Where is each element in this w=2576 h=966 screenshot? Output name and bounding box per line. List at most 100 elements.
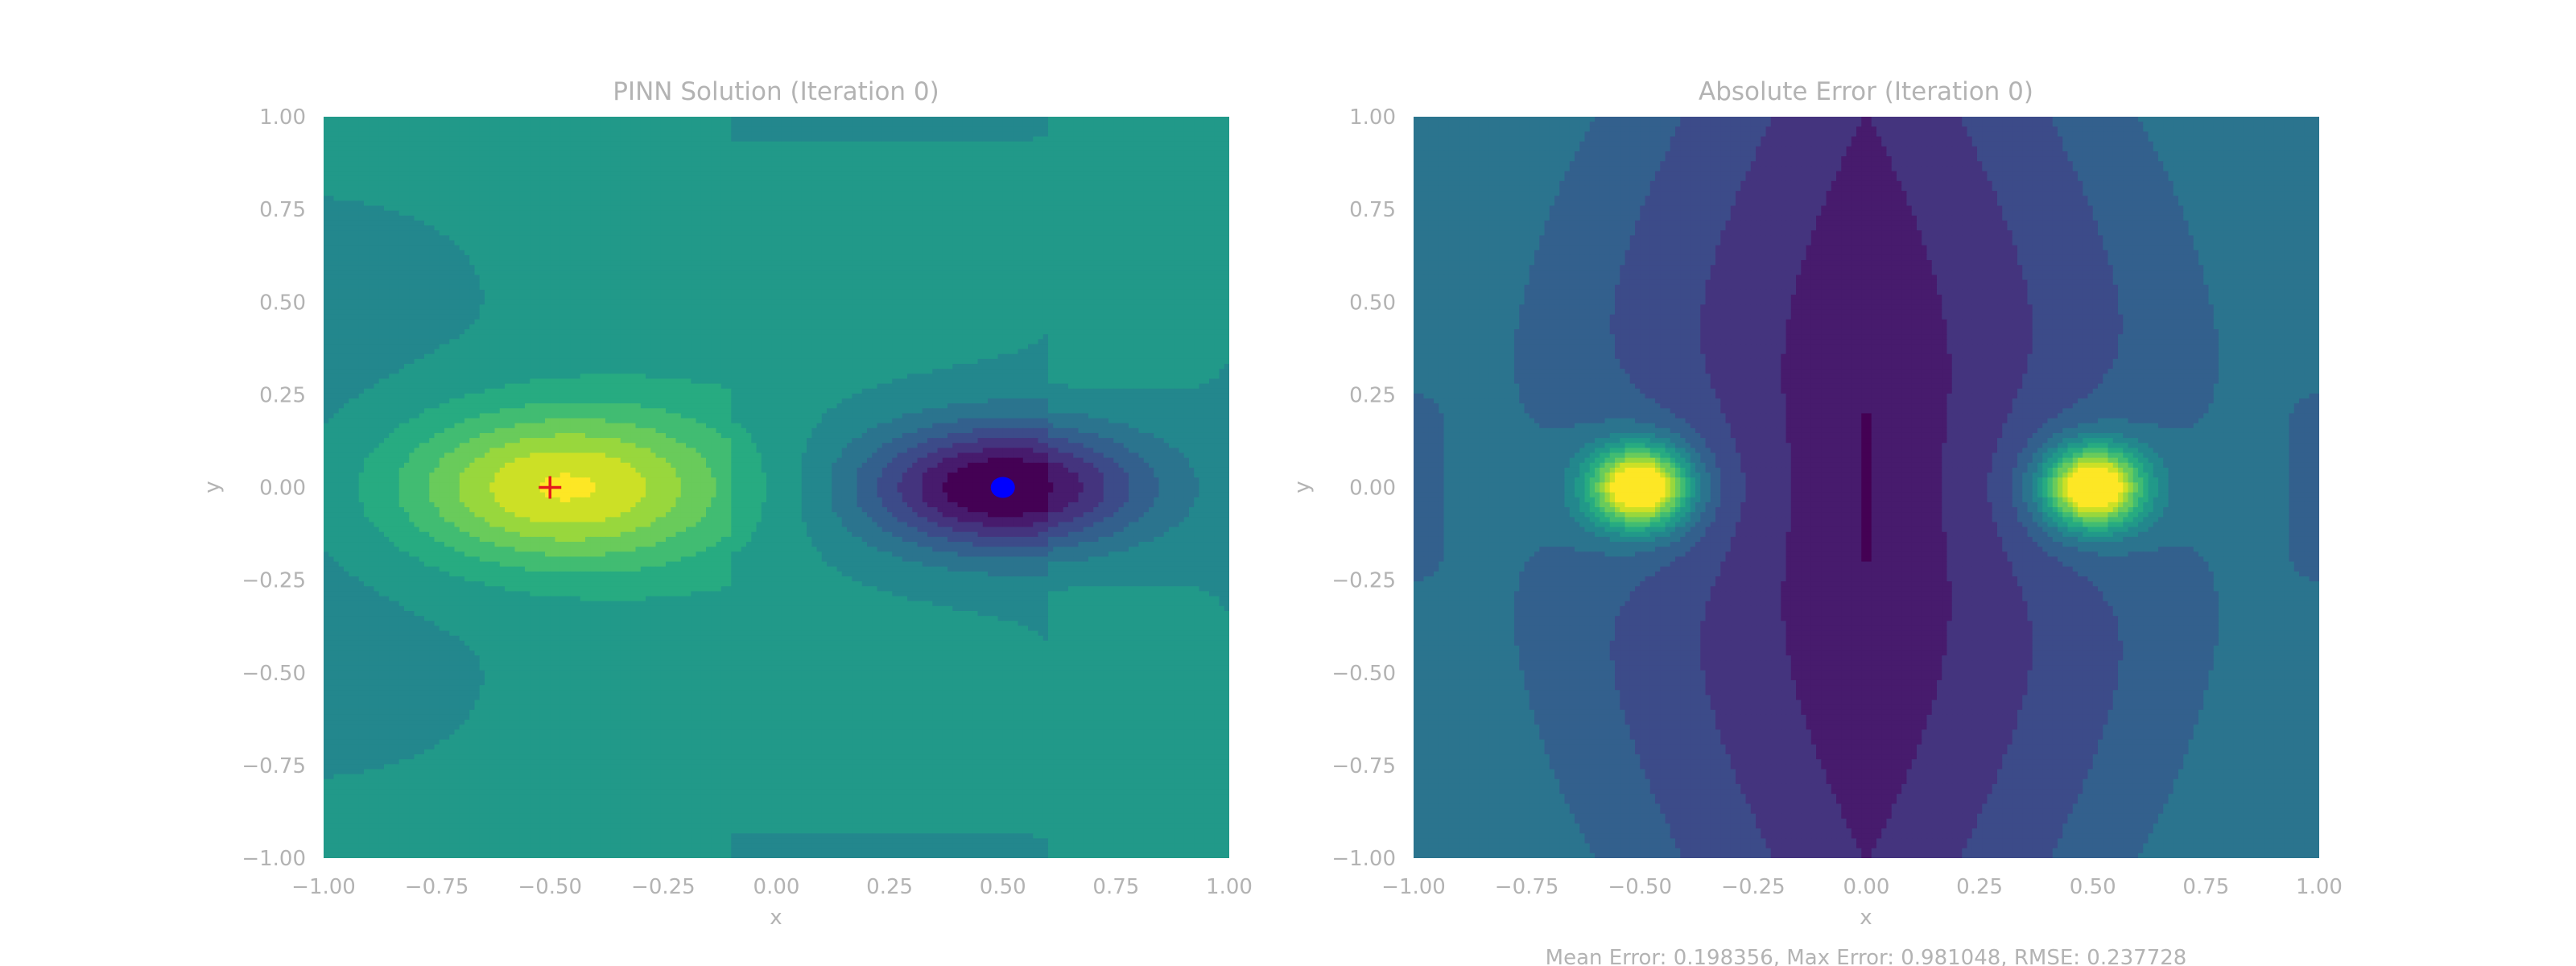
- contour-cell: [1143, 175, 1150, 182]
- contour-cell: [615, 171, 621, 177]
- contour-cell: [449, 235, 456, 242]
- contour-cell: [1203, 136, 1210, 142]
- contour-cell: [625, 245, 631, 251]
- contour-cell: [912, 151, 919, 157]
- contour-cell: [605, 122, 611, 127]
- contour-cell: [1013, 191, 1019, 196]
- contour-cell: [384, 240, 390, 246]
- contour-cell: [861, 180, 868, 187]
- contour-cell: [344, 175, 349, 182]
- contour-cell: [469, 151, 476, 157]
- contour-cell: [1154, 146, 1160, 152]
- contour-cell: [952, 126, 959, 133]
- contour-cell: [1224, 131, 1229, 138]
- contour-cell: [982, 171, 989, 177]
- contour-cell: [791, 245, 798, 251]
- contour-cell: [942, 171, 948, 177]
- contour-cell: [1113, 171, 1120, 177]
- contour-cell: [716, 200, 722, 207]
- contour-cell: [625, 122, 631, 127]
- contour-cell: [796, 175, 803, 182]
- contour-cell: [968, 141, 973, 147]
- contour-cell: [1078, 122, 1084, 127]
- contour-cell: [660, 240, 667, 246]
- contour-cell: [333, 200, 340, 207]
- contour-cell: [479, 225, 485, 231]
- contour-cell: [1013, 151, 1019, 157]
- contour-cell: [927, 141, 933, 147]
- contour-cell: [1078, 151, 1084, 157]
- contour-cell: [680, 126, 687, 133]
- contour-cell: [680, 191, 687, 196]
- contour-cell: [374, 156, 380, 162]
- contour-cell: [832, 171, 838, 177]
- contour-cell: [1058, 117, 1064, 122]
- contour-cell: [1189, 220, 1195, 226]
- contour-cell: [1108, 225, 1114, 231]
- contour-cell: [927, 122, 933, 127]
- contour-cell: [726, 161, 732, 167]
- contour-cell: [398, 240, 405, 246]
- contour-cell: [1129, 220, 1134, 226]
- contour-cell: [635, 141, 642, 147]
- contour-cell: [1033, 151, 1039, 157]
- contour-cell: [1149, 126, 1154, 133]
- contour-cell: [867, 161, 873, 167]
- contour-cell: [1214, 235, 1220, 242]
- contour-cell: [666, 156, 671, 162]
- contour-cell: [796, 131, 803, 138]
- contour-cell: [867, 210, 873, 217]
- contour-cell: [615, 180, 621, 187]
- contour-cell: [675, 225, 682, 231]
- contour-cell: [384, 220, 390, 226]
- contour-cell: [867, 245, 873, 251]
- contour-cell: [1179, 122, 1185, 127]
- contour-cell: [671, 220, 677, 226]
- contour-cell: [610, 230, 617, 236]
- contour-cell: [1053, 136, 1059, 142]
- contour-cell: [1053, 166, 1059, 172]
- contour-cell: [635, 196, 642, 201]
- contour-cell: [389, 210, 395, 217]
- contour-cell: [902, 156, 908, 162]
- contour-cell: [962, 136, 968, 142]
- contour-cell: [349, 215, 355, 221]
- contour-cell: [499, 175, 506, 182]
- contour-cell: [756, 126, 762, 133]
- contour-cell: [374, 161, 380, 167]
- contour-cell: [550, 136, 556, 142]
- contour-cell: [1078, 175, 1084, 182]
- contour-cell: [419, 146, 425, 152]
- contour-cell: [650, 161, 657, 167]
- contour-cell: [378, 235, 385, 242]
- contour-cell: [580, 126, 586, 133]
- contour-cell: [731, 175, 737, 182]
- contour-cell: [454, 240, 460, 246]
- contour-cell: [358, 235, 365, 242]
- contour-cell: [801, 220, 807, 226]
- contour-cell: [550, 245, 556, 251]
- contour-cell: [489, 250, 496, 256]
- contour-cell: [479, 250, 485, 256]
- contour-cell: [1154, 220, 1160, 226]
- contour-cell: [1028, 175, 1034, 182]
- contour-cell: [1063, 205, 1069, 212]
- contour-cell: [489, 126, 496, 133]
- contour-cell: [519, 126, 526, 133]
- contour-cell: [1194, 180, 1200, 187]
- contour-cell: [333, 245, 340, 251]
- contour-cell: [414, 156, 420, 162]
- contour-cell: [957, 240, 964, 246]
- contour-cell: [439, 122, 445, 127]
- contour-cell: [419, 245, 425, 251]
- contour-cell: [660, 151, 667, 157]
- contour-cell: [736, 131, 742, 138]
- contour-cell: [539, 117, 546, 122]
- contour-cell: [716, 166, 722, 172]
- contour-cell: [887, 175, 893, 182]
- contour-cell: [771, 250, 778, 256]
- contour-cell: [867, 126, 873, 133]
- contour-cell: [1022, 215, 1029, 221]
- contour-cell: [364, 185, 369, 192]
- contour-cell: [650, 126, 657, 133]
